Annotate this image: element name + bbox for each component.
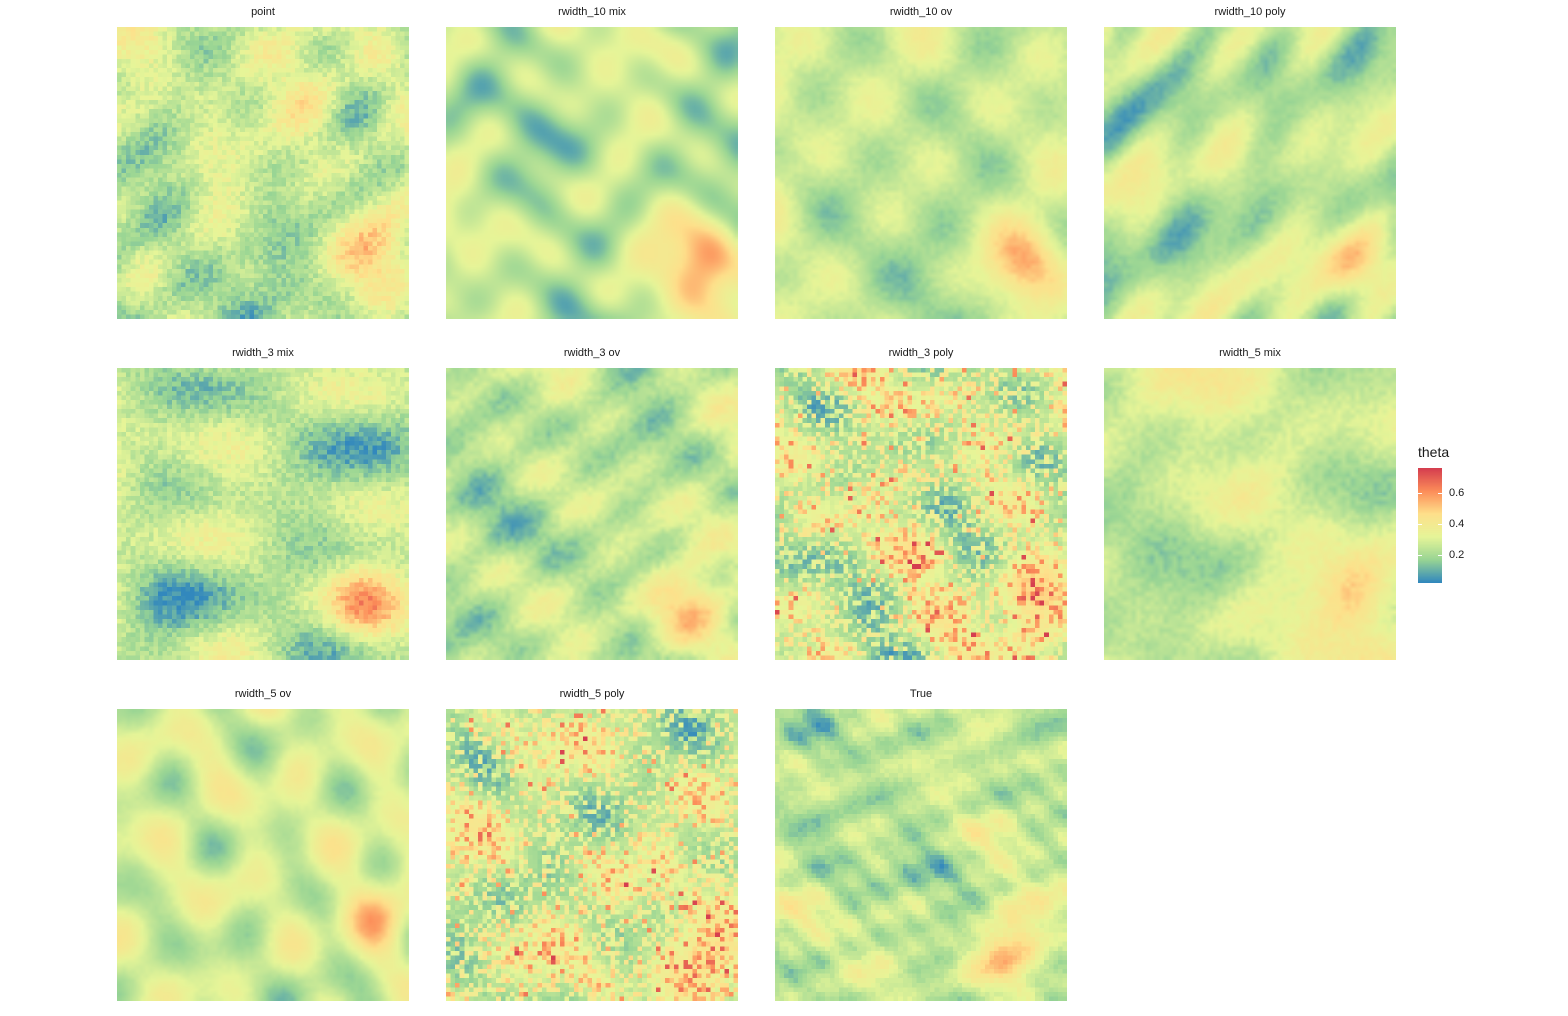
- heatmap-tiles: [1104, 368, 1396, 660]
- legend-tick-label: 0.2: [1449, 549, 1465, 562]
- heatmap-tiles: [1104, 27, 1396, 319]
- facet-title: rwidth_5 poly: [559, 688, 625, 700]
- facet-title: rwidth_5 ov: [234, 688, 292, 700]
- facet-title: rwidth_3 ov: [563, 347, 621, 359]
- facet-title: rwidth_10 poly: [1214, 6, 1286, 18]
- facet-panel: True: [775, 688, 1067, 1001]
- heatmap-tiles: [117, 368, 409, 660]
- facet-title: rwidth_5 mix: [1219, 347, 1281, 359]
- facet-title: True: [909, 688, 933, 700]
- colorbar-legend: theta 0.2 0.4 0.6: [1418, 444, 1464, 583]
- legend-tick-mark: [1418, 523, 1422, 525]
- colorbar: [1418, 468, 1442, 583]
- legend-tick-label: 0.6: [1449, 486, 1465, 499]
- facet-title: rwidth_10 ov: [889, 6, 953, 18]
- facet-title: point: [251, 6, 275, 18]
- legend-tick-mark: [1438, 523, 1442, 525]
- legend-tick-mark: [1418, 492, 1422, 494]
- heatmap-tiles: [446, 709, 738, 1001]
- heatmap-tiles: [117, 709, 409, 1001]
- facet-title: rwidth_3 poly: [888, 347, 954, 359]
- facet-title: rwidth_3 mix: [232, 347, 294, 359]
- facet-panel: rwidth_3 ov: [446, 347, 738, 660]
- facet-panel: rwidth_5 poly: [446, 688, 738, 1001]
- facet-title: rwidth_10 mix: [558, 6, 626, 18]
- heatmap-tiles: [775, 27, 1067, 319]
- facet-panel: rwidth_5 mix: [1104, 347, 1396, 660]
- facet-panel: rwidth_10 poly: [1104, 6, 1396, 319]
- legend-tick-mark: [1438, 492, 1442, 494]
- facet-panel: rwidth_3 mix: [117, 347, 409, 660]
- legend-title: theta: [1418, 444, 1450, 460]
- heatmap-tiles: [446, 368, 738, 660]
- legend-tick-mark: [1418, 555, 1422, 557]
- facet-panel: rwidth_3 poly: [775, 347, 1067, 660]
- facet-panel: rwidth_10 mix: [446, 6, 738, 319]
- heatmap-tiles: [775, 709, 1067, 1001]
- facet-panel: rwidth_5 ov: [117, 688, 409, 1001]
- heatmap-tiles: [775, 368, 1067, 660]
- legend-tick-label: 0.4: [1449, 517, 1465, 530]
- facet-panel: rwidth_10 ov: [775, 6, 1067, 319]
- facet-panel: point: [117, 6, 409, 319]
- legend-tick-mark: [1438, 555, 1442, 557]
- heatmap-tiles: [117, 27, 409, 319]
- heatmap-tiles: [446, 27, 738, 319]
